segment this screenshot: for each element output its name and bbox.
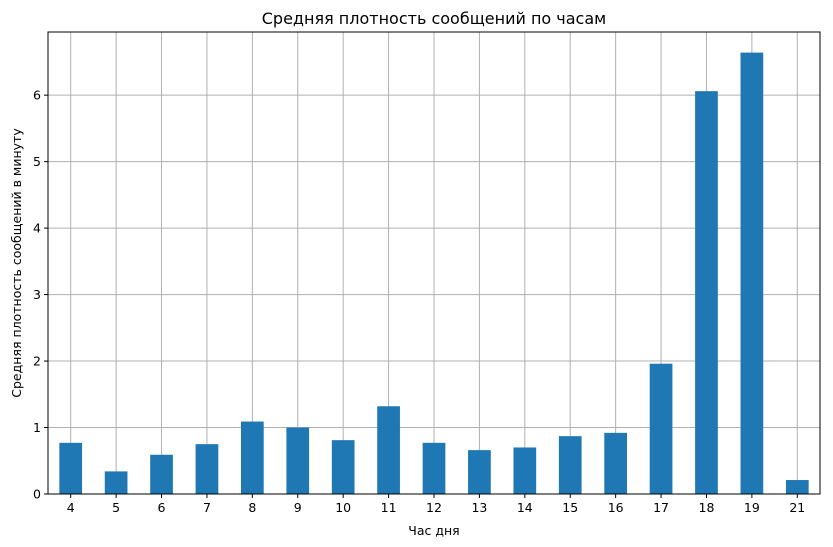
bar-hour-11 (377, 406, 400, 494)
x-tick-label: 5 (112, 500, 120, 515)
x-tick-label: 8 (248, 500, 256, 515)
bar-hour-10 (331, 440, 355, 494)
bar-hour-18 (695, 91, 718, 494)
bar-hour-17 (649, 363, 673, 494)
bar-hour-14 (513, 447, 537, 494)
y-tick-label: 0 (33, 487, 41, 502)
bar-hour-4 (59, 442, 83, 494)
y-tick-label: 3 (33, 287, 41, 302)
x-tick-label: 9 (294, 500, 302, 515)
x-tick-label: 12 (426, 500, 442, 515)
bar-hour-7 (195, 444, 219, 494)
y-tick-label: 1 (33, 420, 41, 435)
bar-hour-13 (468, 450, 491, 494)
x-axis-label: Час дня (408, 523, 459, 538)
chart-title: Средняя плотность сообщений по часам (262, 9, 606, 28)
bar-hour-9 (286, 427, 310, 494)
bars (59, 52, 809, 495)
bar-hour-8 (241, 421, 264, 494)
x-tick-label: 15 (562, 500, 578, 515)
x-tick-label: 21 (789, 500, 805, 515)
x-tick-label: 18 (699, 500, 715, 515)
x-tick-label: 13 (471, 500, 487, 515)
bar-hour-12 (422, 442, 446, 494)
bar-hour-16 (604, 432, 627, 494)
y-tick-label: 2 (33, 354, 41, 369)
y-axis-label: Средняя плотность сообщений в минуту (9, 128, 24, 398)
x-tick-label: 10 (335, 500, 351, 515)
x-tick-label: 11 (381, 500, 397, 515)
x-tick-label: 14 (517, 500, 533, 515)
bar-hour-6 (150, 454, 173, 494)
bar-hour-19 (740, 52, 764, 495)
x-tick-label: 4 (67, 500, 75, 515)
x-tick-label: 6 (158, 500, 166, 515)
y-tick-label: 4 (33, 221, 41, 236)
bar-hour-5 (104, 471, 128, 494)
bar-hour-15 (558, 436, 582, 494)
bar-hour-21 (785, 480, 809, 494)
x-tick-label: 16 (608, 500, 624, 515)
y-tick-label: 6 (33, 88, 41, 103)
y-axis-ticks: 0 1 2 3 4 5 6 (33, 88, 48, 502)
x-tick-label: 7 (203, 500, 211, 515)
x-tick-label: 17 (653, 500, 669, 515)
x-tick-label: 19 (744, 500, 760, 515)
y-tick-label: 5 (33, 154, 41, 169)
x-axis-ticks: 4 5 6 7 8 9 10 11 12 13 14 15 16 17 18 19 21 (67, 494, 805, 515)
